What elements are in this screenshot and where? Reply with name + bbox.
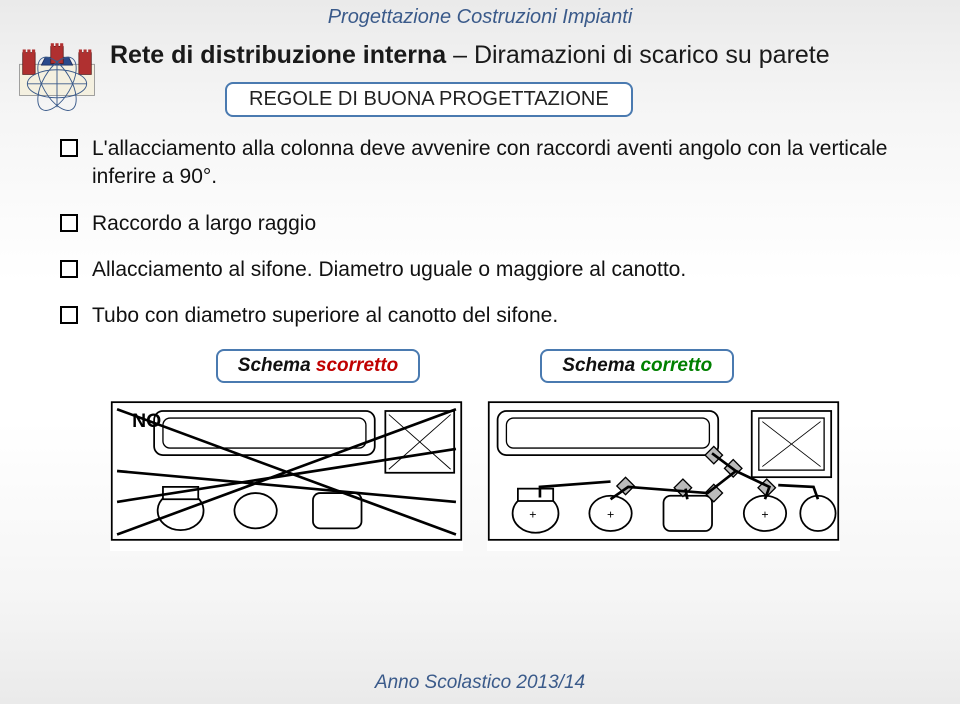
header-text: Rete di distribuzione interna – Diramazi… (110, 37, 942, 117)
page-title: Rete di distribuzione interna – Diramazi… (110, 41, 942, 70)
bullet-3: Allacciamento al sifone. Diametro uguale… (60, 256, 890, 284)
diagram-wrong: NO (110, 391, 463, 551)
content: L'allacciamento alla colonna deve avveni… (0, 117, 960, 551)
bullet-text: L'allacciamento alla colonna deve avveni… (92, 135, 890, 192)
checkbox-icon (60, 214, 78, 232)
svg-text:+: + (529, 507, 536, 521)
header-row: Rete di distribuzione interna – Diramazi… (0, 29, 960, 117)
bullet-4: Tubo con diametro superiore al canotto d… (60, 302, 890, 330)
bullet-text: Allacciamento al sifone. Diametro uguale… (92, 256, 686, 284)
title-bold: Rete di distribuzione interna (110, 41, 446, 69)
schema-correct-label: Schema corretto (540, 349, 734, 383)
bullet-1: L'allacciamento alla colonna deve avveni… (60, 135, 890, 192)
diagram-correct: + + + (487, 391, 840, 551)
checkbox-icon (60, 139, 78, 157)
title-rest: – Diramazioni di scarico su parete (446, 41, 830, 69)
diagrams-row: NO (60, 391, 890, 551)
svg-text:+: + (607, 507, 614, 521)
checkbox-icon (60, 260, 78, 278)
footer-year: Anno Scolastico 2013/14 (0, 672, 960, 694)
course-title: Progettazione Costruzioni Impianti (0, 0, 960, 29)
bullet-text: Raccordo a largo raggio (92, 210, 316, 238)
schema-word: corretto (640, 355, 712, 376)
svg-text:+: + (761, 507, 768, 521)
schema-prefix: Schema (238, 355, 316, 376)
schema-word: scorretto (316, 355, 398, 376)
checkbox-icon (60, 306, 78, 324)
schema-labels: Schema scorretto Schema corretto (60, 349, 890, 383)
schema-prefix: Schema (562, 355, 640, 376)
schema-wrong-label: Schema scorretto (216, 349, 421, 383)
school-logo-icon (18, 37, 96, 115)
bullet-text: Tubo con diametro superiore al canotto d… (92, 302, 558, 330)
rule-box: REGOLE DI BUONA PROGETTAZIONE (225, 82, 633, 117)
bullet-2: Raccordo a largo raggio (60, 210, 890, 238)
